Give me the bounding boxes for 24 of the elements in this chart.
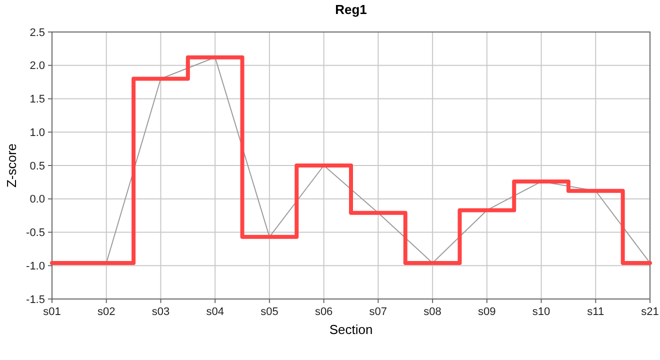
x-tick-label: s04 [206,306,224,318]
x-tick-label: s09 [478,306,496,318]
chart-title: Reg1 [335,2,367,17]
y-tick-label: 0.0 [30,194,45,206]
x-tick-label: s21 [641,306,659,318]
x-axis-title: Section [329,322,373,337]
x-tick-label: s08 [424,306,442,318]
y-tick-label: 1.5 [30,94,45,106]
x-tick-label: s07 [369,306,388,318]
y-tick-label: 1.0 [30,126,45,139]
x-tick-label: s10 [532,306,550,318]
y-tick-label: 2.5 [30,26,45,39]
y-tick-label: 0.5 [30,160,45,172]
x-tick-label: s01 [43,306,61,318]
y-axis-title: Z-score [4,143,19,188]
x-tick-label: s02 [97,306,116,318]
x-tick-label: s05 [260,306,278,318]
x-tick-label: s03 [152,306,170,318]
x-tick-label: s06 [314,306,333,318]
y-tick-label: -1.0 [26,260,45,272]
x-tick-label: s11 [587,306,604,318]
y-tick-label: 2.0 [30,60,45,72]
y-tick-label: -1.5 [26,294,45,306]
y-tick-label: -0.5 [26,227,45,240]
